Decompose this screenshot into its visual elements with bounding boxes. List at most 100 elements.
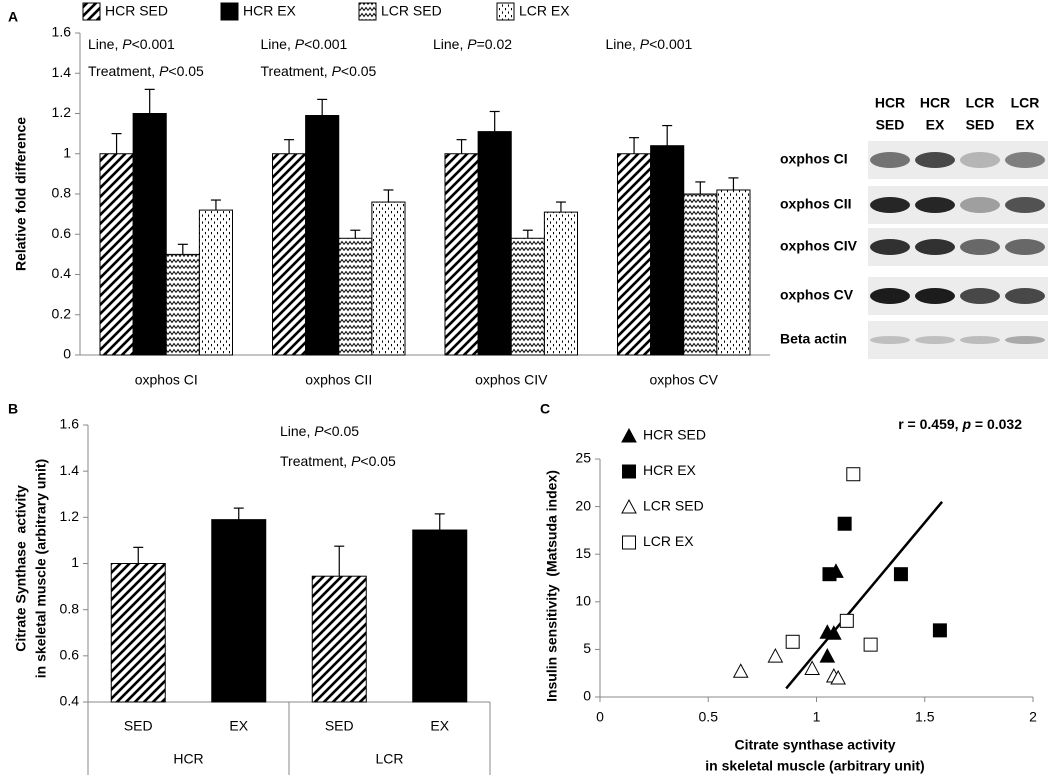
annotation-part: P (314, 423, 324, 439)
blot-band (870, 152, 910, 168)
bar (543, 211, 578, 356)
point (863, 637, 878, 652)
y-tick-label: 0.2 (52, 305, 72, 321)
point (893, 567, 908, 582)
annotation: Treatment, P<0.05 (280, 453, 396, 469)
y-axis-label: Insulin sensitivity (Matsuda index) (544, 470, 560, 702)
x-tick-label: 0.5 (699, 709, 719, 725)
blot-band (870, 239, 910, 255)
y-tick-label: 15 (575, 545, 591, 561)
point (846, 467, 861, 482)
y-tick-label: 0.6 (60, 647, 80, 663)
point (839, 613, 854, 628)
annotation-part: Treatment, (88, 63, 159, 79)
blot-strip (868, 321, 1048, 359)
blot-band (960, 336, 1000, 344)
annotation-part: <0.001 (649, 36, 692, 52)
blot-band (870, 288, 910, 304)
y-tick-label: 10 (575, 593, 591, 609)
annotation-part: <0.05 (168, 63, 204, 79)
blot-band (915, 152, 955, 168)
bar (110, 563, 166, 703)
y-tick-label: 0 (63, 346, 71, 362)
blot-band (915, 197, 955, 213)
bar (716, 189, 751, 356)
y-tick-label: 0.4 (52, 265, 72, 281)
bar (412, 529, 468, 703)
blot-band (915, 336, 955, 344)
point (932, 623, 947, 638)
annotation-part: <0.05 (324, 423, 360, 439)
legend-label: LCR SED (643, 498, 704, 514)
blot-band (1005, 288, 1045, 304)
panel-letter: A (8, 9, 18, 25)
annotation-part: Line, (261, 36, 295, 52)
bar (99, 153, 134, 356)
bar (338, 237, 373, 356)
annotation-part: r = 0.459, (898, 416, 962, 432)
annotation-part: Line, (88, 36, 122, 52)
point (822, 567, 837, 582)
x-tick-label: oxphos CII (305, 372, 372, 388)
x-tick-label: 1 (813, 709, 821, 725)
fit-line (785, 501, 944, 690)
annotation-part: Line, (433, 36, 467, 52)
y-tick-label: 0.8 (52, 185, 72, 201)
blot-band (915, 288, 955, 304)
annotation-part: P (467, 36, 477, 52)
bar (477, 131, 512, 356)
bar (165, 253, 200, 356)
legend-marker (621, 498, 637, 514)
legend-marker (621, 427, 637, 443)
group-label: LCR (375, 751, 403, 767)
blot-row-label: oxphos CI (780, 151, 848, 167)
legend-label: HCR SED (643, 427, 706, 443)
legend-label: HCR EX (243, 3, 297, 19)
x-tick-label: 2 (1029, 709, 1037, 725)
blot-band (1005, 336, 1045, 344)
blot-row-label: oxphos CIV (780, 238, 858, 254)
annotation: r = 0.459, p = 0.032 (898, 416, 1022, 432)
bar (305, 115, 340, 356)
point (767, 648, 784, 663)
annotation: Line, P=0.02 (433, 36, 512, 52)
blot-column-label: EX (1016, 117, 1035, 133)
point (785, 634, 800, 649)
annotation-part: <0.001 (304, 36, 347, 52)
y-tick-label: 1.4 (52, 64, 72, 80)
bar (510, 237, 545, 356)
annotation-part: <0.05 (341, 63, 377, 79)
bar (617, 153, 652, 356)
x-tick-label: 1.5 (915, 709, 935, 725)
blot-row-label: oxphos CV (780, 287, 854, 303)
x-tick-label: oxphos CV (650, 372, 719, 388)
point (825, 625, 842, 640)
x-tick-label: oxphos CIV (475, 372, 548, 388)
point (804, 660, 821, 675)
blot-column-label: LCR (966, 95, 995, 111)
annotation: Line, P<0.05 (280, 423, 359, 439)
blot-column-label: EX (926, 117, 945, 133)
blot-column-label: SED (876, 117, 905, 133)
bar (444, 153, 479, 356)
legend-label: LCR EX (519, 3, 570, 19)
legend-swatch (220, 2, 239, 21)
annotation-part: P (295, 36, 305, 52)
x-tick-label: EX (430, 718, 449, 734)
blot-band (1005, 239, 1045, 255)
annotation-part: Line, (606, 36, 640, 52)
annotation-part: P (332, 63, 342, 79)
bar (683, 193, 718, 356)
y-tick-label: 0.8 (60, 600, 80, 616)
blot-column-label: SED (966, 117, 995, 133)
annotation-part: P (640, 36, 650, 52)
blot-band (870, 197, 910, 213)
annotation-part: Line, (280, 423, 314, 439)
bar (211, 519, 267, 703)
blot-column-label: HCR (875, 95, 905, 111)
bar (650, 145, 685, 356)
blot-column-label: LCR (1011, 95, 1040, 111)
group-label: HCR (173, 751, 203, 767)
y-tick-label: 0 (583, 688, 591, 704)
